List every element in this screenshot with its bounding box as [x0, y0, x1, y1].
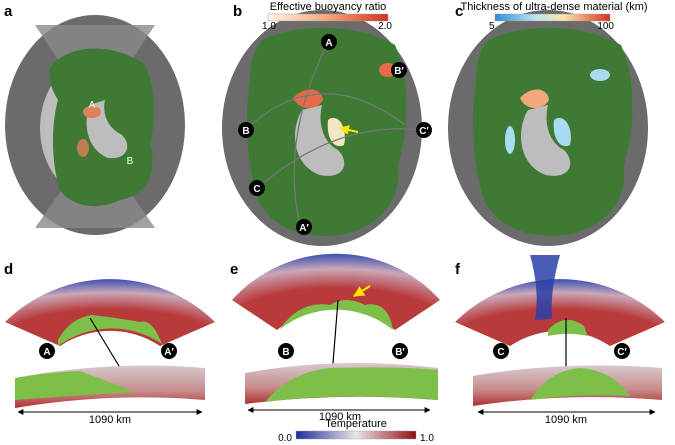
globe-a-pile [83, 106, 101, 118]
fan-d-mantle [5, 279, 215, 346]
marker-b-a [321, 34, 337, 50]
marker-f-c-label: C [497, 347, 504, 358]
marker-b-aprime-label: A′ [299, 223, 309, 234]
colorbar-temperature-max: 1.0 [420, 433, 434, 444]
panel-label-e: e [230, 261, 238, 278]
panel-label-c: c [455, 3, 463, 20]
panel-label-d: d [4, 261, 13, 278]
section-line-a [293, 41, 329, 226]
marker-b-a-label: A [325, 38, 332, 49]
colorbar-thickness-max: 100 [597, 21, 614, 32]
globe-a-label-b: B [127, 156, 134, 167]
colorbar-temperature-title: Temperature [325, 418, 387, 430]
marker-b-aprime [391, 62, 407, 78]
fan-e-zoom-pile [265, 367, 438, 402]
colorbar-temperature-ramp [295, 430, 417, 440]
marker-d-a-label: A [43, 347, 50, 358]
fan-e-scale-label: 1090 km [319, 411, 361, 423]
colorbar-thickness-min: 5 [489, 21, 495, 32]
marker-d-aprime [161, 343, 177, 359]
fan-d-scale-label: 1090 km [89, 414, 131, 426]
fan-d-zoom-pile [15, 371, 135, 400]
globe-a-label-a: A [89, 100, 96, 111]
fan-f-scale-label: 1090 km [545, 414, 587, 426]
fan-d-pile [58, 315, 162, 346]
marker-f-cprime-label: C′ [617, 347, 627, 358]
fan-f-pile [548, 319, 588, 336]
colorbar-thickness [494, 13, 611, 22]
yellow-arrow-e [353, 285, 371, 297]
fan-d [5, 279, 215, 415]
fan-e-zoom-arrow [328, 299, 339, 377]
marker-d-a [39, 343, 55, 359]
markers [39, 34, 630, 359]
globe-c-pile [553, 117, 571, 147]
globe-a-mantle [49, 48, 155, 207]
colorbar-temperature [295, 430, 417, 440]
colorbar-thickness-title: Thickness of ultra-dense material (km) [460, 1, 647, 13]
colorbar-thickness-ramp [494, 13, 611, 22]
colorbar-buoyancy-min: 1.0 [262, 21, 276, 32]
fan-e [232, 253, 440, 413]
marker-b-b-label: B [242, 126, 249, 137]
marker-e-b-label: B [282, 347, 289, 358]
yellow-arrow-b [339, 125, 359, 135]
globe-c-pile [520, 89, 549, 108]
panel-label-b: b [233, 3, 242, 20]
marker-b-c [249, 180, 265, 196]
marker-e-bprime-label: B′ [395, 347, 405, 358]
section-line-b [244, 93, 406, 131]
colorbar-buoyancy-title: Effective buoyancy ratio [270, 1, 387, 13]
globe-c-pile [590, 69, 610, 81]
globe-c [448, 10, 648, 246]
marker-e-b [278, 343, 294, 359]
globe-a [5, 15, 185, 235]
marker-b-aprime2 [296, 219, 312, 235]
marker-b-cprime-label: C′ [419, 126, 429, 137]
globe-c-mantle [472, 27, 633, 236]
marker-b-b [238, 122, 254, 138]
marker-d-aprime-label: A′ [164, 347, 174, 358]
colorbar-buoyancy [267, 13, 389, 22]
fan-e-pile [279, 300, 393, 330]
fan-f-downwelling [530, 255, 560, 320]
marker-e-bprime [392, 343, 408, 359]
section-line-c [257, 128, 424, 189]
colorbar-temperature-min: 0.0 [278, 433, 292, 444]
globe-a-pile [77, 139, 89, 157]
fan-e-mantle [232, 253, 440, 330]
colorbar-buoyancy-ramp [267, 13, 389, 22]
marker-b-cprime [416, 122, 432, 138]
globe-b [222, 10, 424, 246]
globe-b-mantle [246, 27, 407, 236]
marker-b-bprime-label: B′ [394, 66, 404, 77]
globe-c-pile [505, 126, 515, 154]
marker-b-c-label: C [253, 184, 260, 195]
fan-f [455, 255, 665, 415]
marker-f-c [493, 343, 509, 359]
fan-f-mantle [455, 279, 665, 346]
panel-label-f: f [455, 261, 461, 278]
panel-label-a: a [4, 3, 13, 20]
fan-f-zoom-pile [530, 368, 630, 400]
marker-f-cprime [614, 343, 630, 359]
colorbar-buoyancy-max: 2.0 [378, 21, 392, 32]
